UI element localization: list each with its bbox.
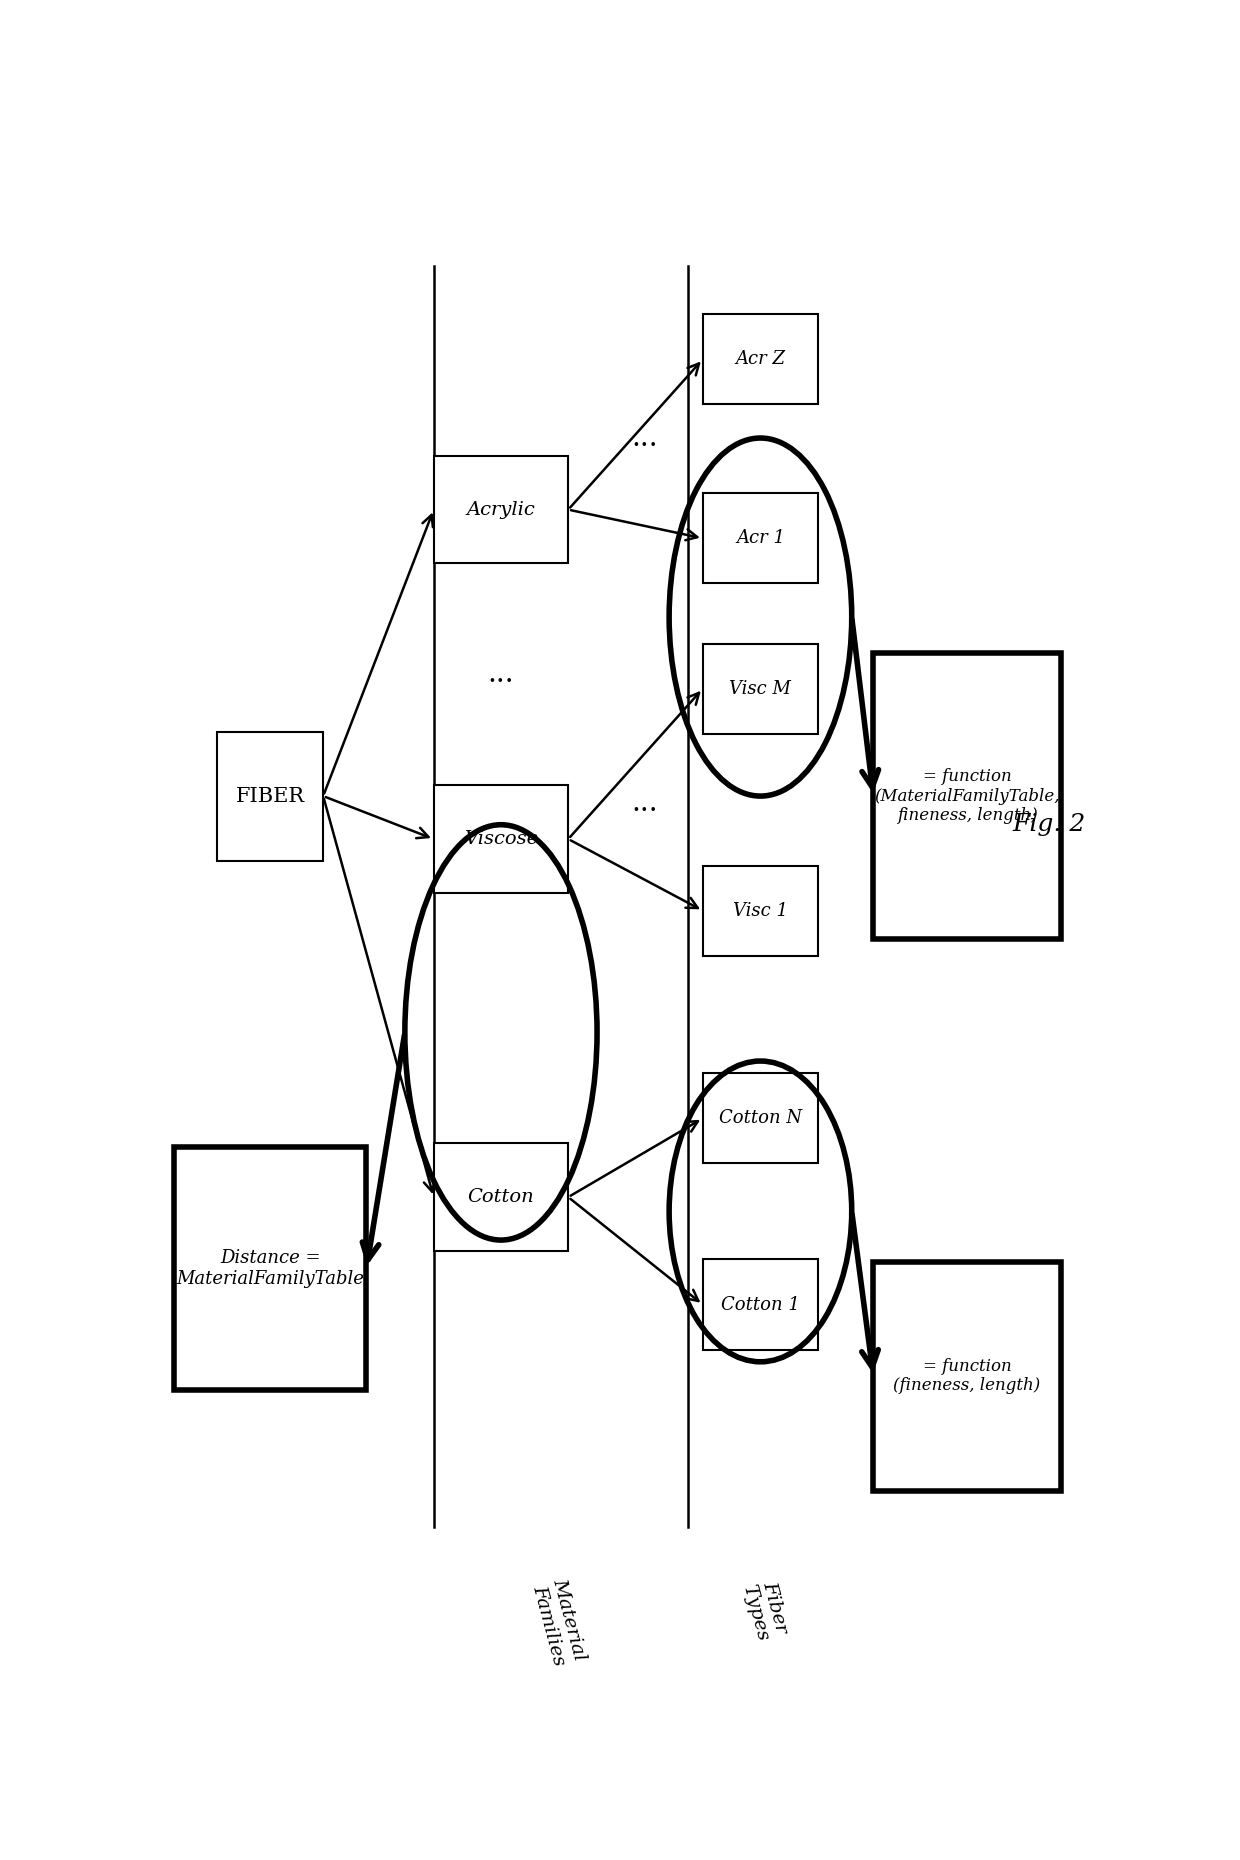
FancyBboxPatch shape: [434, 456, 568, 564]
Text: ...: ...: [487, 660, 515, 688]
Text: Cotton: Cotton: [467, 1189, 534, 1205]
FancyBboxPatch shape: [703, 644, 818, 735]
Text: Visc 1: Visc 1: [733, 902, 787, 919]
FancyBboxPatch shape: [703, 1259, 818, 1350]
FancyBboxPatch shape: [217, 731, 324, 861]
Text: Cotton N: Cotton N: [719, 1109, 802, 1127]
Text: Material
Families: Material Families: [529, 1577, 588, 1668]
Text: = function
(fineness, length): = function (fineness, length): [893, 1358, 1040, 1395]
FancyBboxPatch shape: [873, 1261, 1060, 1490]
FancyBboxPatch shape: [434, 785, 568, 893]
FancyBboxPatch shape: [703, 314, 818, 404]
Text: Acr Z: Acr Z: [735, 350, 785, 368]
Text: Cotton 1: Cotton 1: [720, 1296, 800, 1313]
Text: Visc M: Visc M: [729, 679, 791, 698]
FancyBboxPatch shape: [174, 1148, 367, 1391]
Text: Distance =
MaterialFamilyTable: Distance = MaterialFamilyTable: [176, 1250, 365, 1289]
Text: Fiber
Types: Fiber Types: [739, 1577, 791, 1642]
FancyBboxPatch shape: [873, 653, 1060, 939]
Text: Acrylic: Acrylic: [466, 500, 536, 519]
Text: = function
(MaterialFamilyTable,
fineness, length): = function (MaterialFamilyTable, finenes…: [874, 768, 1060, 824]
Text: Acr 1: Acr 1: [735, 530, 785, 547]
Text: ...: ...: [632, 424, 658, 452]
Text: Viscose: Viscose: [464, 830, 538, 848]
Text: FIBER: FIBER: [236, 787, 305, 805]
Text: ...: ...: [632, 790, 658, 817]
FancyBboxPatch shape: [703, 865, 818, 956]
FancyBboxPatch shape: [434, 1144, 568, 1250]
FancyBboxPatch shape: [703, 1073, 818, 1164]
FancyBboxPatch shape: [703, 493, 818, 584]
Text: Fig. 2: Fig. 2: [1012, 813, 1085, 837]
